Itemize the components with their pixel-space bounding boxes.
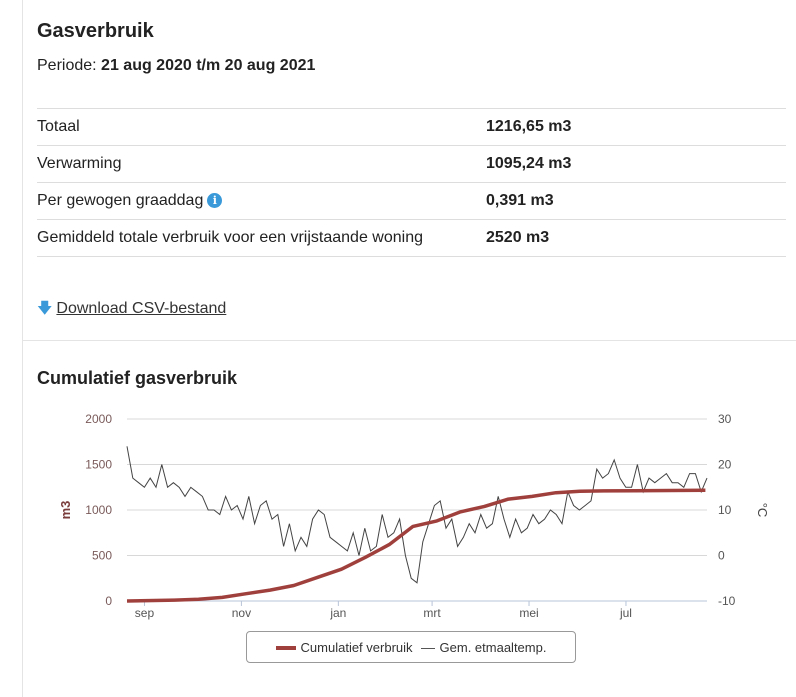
period-value: 21 aug 2020 t/m 20 aug 2021 bbox=[101, 57, 316, 74]
x-tick-label: sep bbox=[135, 606, 155, 620]
legend-label: Gem. etmaaltemp. bbox=[439, 639, 547, 655]
row-value: 2520 m3 bbox=[486, 219, 786, 257]
period: Periode: 21 aug 2020 t/m 20 aug 2021 bbox=[37, 57, 315, 75]
info-icon[interactable]: i bbox=[207, 193, 223, 208]
y2-tick-label: 20 bbox=[718, 458, 732, 472]
series-temperature-line bbox=[126, 446, 708, 584]
y-axis-label: m3 bbox=[58, 501, 73, 520]
left-border bbox=[22, 0, 23, 697]
y-tick-label: 1500 bbox=[85, 458, 112, 472]
row-value: 1095,24 m3 bbox=[486, 145, 786, 183]
y2-axis-label: °C bbox=[755, 503, 770, 518]
y2-tick-label: 10 bbox=[718, 503, 732, 517]
table-row: Totaal 1216,65 m3 bbox=[37, 108, 786, 146]
summary-table: Totaal 1216,65 m3 Verwarming 1095,24 m3 Pe… bbox=[37, 108, 786, 257]
page-title: Gasverbruik bbox=[37, 20, 154, 42]
row-value: 1216,65 m3 bbox=[486, 108, 786, 146]
table-row: Gemiddeld totale verbruik voor een vrijs… bbox=[37, 219, 786, 257]
row-label: Gemiddeld totale verbruik voor een vrijs… bbox=[37, 219, 486, 257]
x-tick-label: jul bbox=[619, 606, 632, 620]
row-label: Per gewogen graaddag bbox=[37, 192, 204, 209]
x-tick-label: jan bbox=[329, 606, 346, 620]
row-label: Totaal bbox=[37, 108, 486, 146]
row-value: 0,391 m3 bbox=[486, 182, 786, 220]
chart-title: Cumulatief gasverbruik bbox=[37, 368, 238, 388]
table-row: Verwarming 1095,24 m3 bbox=[37, 145, 786, 183]
x-tick-label: mei bbox=[519, 606, 538, 620]
y-tick-label: 2000 bbox=[85, 412, 112, 426]
y2-tick-label: -10 bbox=[718, 594, 736, 608]
legend-item-cumulative[interactable]: Cumulatief verbruik bbox=[275, 639, 413, 655]
x-tick-label: mrt bbox=[423, 606, 441, 620]
period-label: Periode: bbox=[37, 57, 97, 74]
series-cumulative-line bbox=[126, 488, 706, 603]
x-tick-label: nov bbox=[232, 606, 251, 620]
arrow-down-icon: 🡇 bbox=[37, 300, 53, 317]
row-label: Verwarming bbox=[37, 145, 486, 183]
download-csv: 🡇 Download CSV-bestand bbox=[37, 298, 226, 323]
legend-swatch bbox=[275, 646, 296, 651]
legend-item-temp[interactable]: Gem. etmaaltemp. bbox=[420, 639, 547, 655]
y-tick-label: 1000 bbox=[85, 503, 112, 517]
y-tick-label: 0 bbox=[105, 594, 112, 608]
cumulative-chart: 0 500 1000 1500 2000 -10 0 10 20 30 sep nov jan mrt me… bbox=[58, 412, 770, 620]
y2-tick-label: 0 bbox=[718, 549, 725, 563]
y-tick-label: 500 bbox=[92, 549, 112, 563]
legend-label: Cumulatief verbruik bbox=[300, 639, 413, 655]
download-csv-link[interactable]: Download CSV-bestand bbox=[56, 300, 227, 317]
section-divider bbox=[22, 340, 796, 341]
table-row: Per gewogen graaddag i 0,391 m3 bbox=[37, 182, 786, 220]
chart-legend: Cumulatief verbruik Gem. etmaaltemp. bbox=[246, 631, 576, 663]
legend-swatch bbox=[420, 647, 435, 649]
y2-tick-label: 30 bbox=[718, 412, 732, 426]
